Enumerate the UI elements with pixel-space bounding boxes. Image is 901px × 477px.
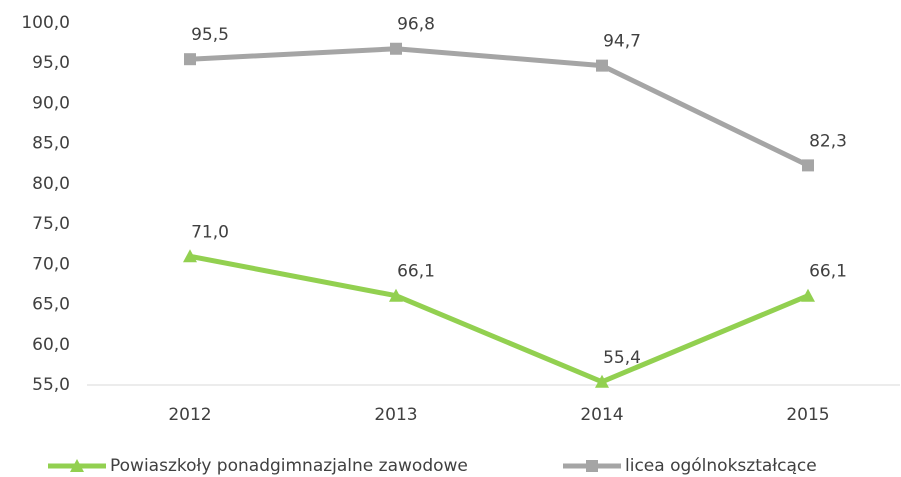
marker <box>70 459 84 472</box>
marker <box>801 288 815 302</box>
data-label: 66,1 <box>397 262 435 282</box>
y-tick-label: 75,0 <box>32 214 70 234</box>
marker <box>183 249 197 263</box>
y-tick-label: 85,0 <box>32 134 70 154</box>
data-label: 55,4 <box>603 348 641 368</box>
data-label: 95,5 <box>191 25 229 45</box>
y-tick-label: 65,0 <box>32 295 70 315</box>
y-tick-label: 60,0 <box>32 335 70 355</box>
y-tick-label: 90,0 <box>32 93 70 113</box>
legend-label: Powiaszkoły ponadgimnazjalne zawodowe <box>110 456 468 476</box>
marker <box>802 159 814 172</box>
y-tick-label: 55,0 <box>32 375 70 395</box>
marker <box>389 288 403 302</box>
marker <box>586 460 598 472</box>
x-tick-label: 2012 <box>168 405 211 425</box>
x-tick-label: 2015 <box>786 405 829 425</box>
data-label: 96,8 <box>397 15 435 35</box>
y-tick-label: 95,0 <box>32 53 70 73</box>
x-tick-label: 2014 <box>580 405 623 425</box>
data-label: 71,0 <box>191 222 229 242</box>
series-line <box>189 253 809 385</box>
series-line <box>189 46 810 168</box>
legend-label: licea ogólnokształcące <box>625 456 817 476</box>
data-label: 66,1 <box>809 262 847 282</box>
x-tick-label: 2013 <box>374 405 417 425</box>
marker <box>390 42 402 55</box>
y-tick-label: 80,0 <box>32 174 70 194</box>
marker <box>184 53 196 66</box>
data-label: 82,3 <box>809 131 847 151</box>
y-tick-label: 70,0 <box>32 254 70 274</box>
marker <box>596 59 608 72</box>
marker <box>595 374 609 388</box>
y-tick-label: 100,0 <box>21 13 70 33</box>
data-label: 94,7 <box>603 32 641 52</box>
